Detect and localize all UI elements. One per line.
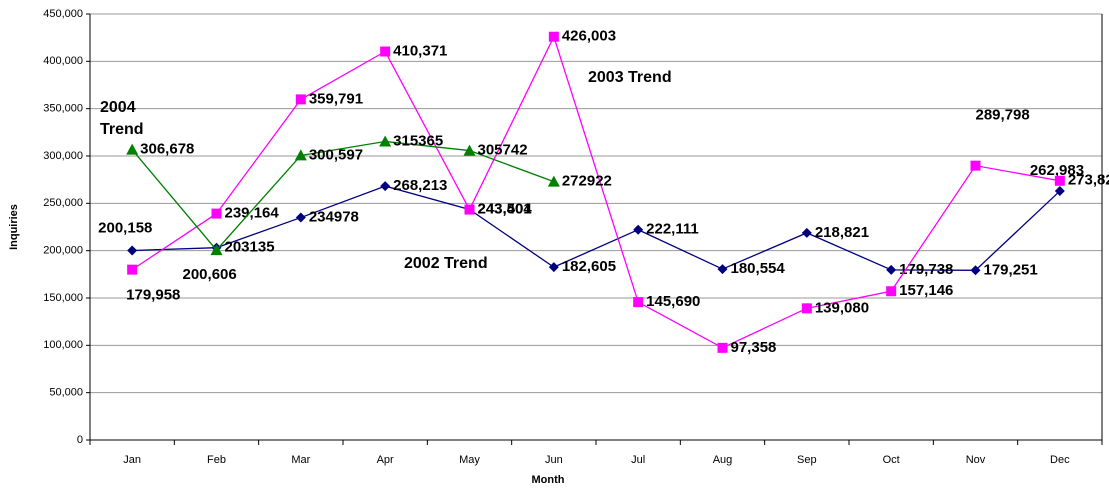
point	[801, 227, 812, 238]
data-label: 239,164	[225, 205, 280, 222]
point	[717, 342, 728, 353]
data-label: 218,821	[815, 224, 869, 241]
data-label: 179,958	[126, 287, 180, 304]
point	[970, 265, 981, 276]
point	[127, 264, 138, 275]
y-tick-label: 50,000	[49, 387, 83, 399]
point	[127, 245, 138, 256]
point	[548, 31, 559, 42]
data-label: 306,678	[140, 141, 194, 158]
data-label: 300,597	[309, 146, 363, 163]
point	[548, 262, 559, 273]
data-label: 410,371	[393, 42, 447, 59]
x-tick-label: Jul	[631, 454, 645, 466]
data-label: 200,606	[183, 266, 237, 283]
x-tick-label: Dec	[1050, 454, 1070, 466]
x-tick-label: Aug	[713, 454, 733, 466]
data-label: 179,251	[984, 261, 1038, 278]
data-label: 243,401	[478, 201, 532, 218]
data-label: 289,798	[976, 107, 1030, 124]
data-label: 203135	[225, 239, 275, 256]
x-tick-label: Sep	[797, 454, 817, 466]
y-axis-title: Inquiries	[8, 204, 20, 250]
data-label: 200,158	[98, 219, 152, 236]
x-tick-label: Oct	[883, 454, 900, 466]
point	[633, 224, 644, 235]
x-axis-title: Month	[532, 474, 565, 486]
y-tick-label: 100,000	[43, 339, 83, 351]
data-label: 182,605	[562, 258, 616, 275]
y-tick-label: 0	[77, 434, 83, 446]
point	[294, 149, 307, 161]
point	[633, 297, 644, 308]
data-label: 359,791	[309, 90, 363, 107]
data-label: 234978	[309, 209, 359, 226]
x-tick-label: Jan	[123, 454, 141, 466]
series-annotation: 2003 Trend	[588, 69, 672, 86]
point	[295, 94, 306, 105]
point	[717, 264, 728, 275]
x-tick-label: Feb	[207, 454, 226, 466]
x-tick-label: Jun	[545, 454, 563, 466]
point	[380, 181, 391, 192]
data-label: 97,358	[731, 339, 777, 356]
point	[379, 135, 392, 147]
data-label: 315365	[393, 132, 443, 149]
series-line	[131, 34, 1060, 349]
data-label: 272922	[562, 173, 612, 190]
data-label: 180,554	[731, 260, 786, 277]
data-label: 273,825	[1068, 172, 1109, 189]
data-label: 268,213	[393, 177, 447, 194]
series-line	[131, 140, 555, 252]
data-label: 222,111	[646, 221, 699, 238]
point	[295, 212, 306, 223]
series-annotation: 2004 Trend	[100, 99, 144, 138]
point	[380, 46, 391, 57]
y-tick-label: 400,000	[43, 55, 83, 67]
point	[886, 264, 897, 275]
point	[1054, 186, 1065, 197]
data-label: 139,080	[815, 299, 869, 316]
point	[126, 143, 139, 155]
series-annotation: 2002 Trend	[404, 255, 488, 272]
y-tick-label: 450,000	[43, 8, 83, 20]
x-tick-label: May	[459, 454, 480, 466]
point	[210, 244, 223, 256]
point	[464, 204, 475, 215]
y-tick-label: 300,000	[43, 150, 83, 162]
data-label: 179,738	[899, 261, 953, 278]
y-tick-label: 350,000	[43, 103, 83, 115]
data-label: 145,690	[646, 293, 700, 310]
point	[1054, 175, 1065, 186]
point	[801, 303, 812, 314]
point	[547, 175, 560, 187]
point	[211, 208, 222, 219]
point	[970, 160, 981, 171]
data-label: 243,504	[478, 200, 533, 217]
y-tick-label: 150,000	[43, 292, 83, 304]
x-tick-label: Apr	[377, 454, 394, 466]
x-tick-label: Mar	[291, 454, 310, 466]
y-tick-label: 250,000	[43, 197, 83, 209]
data-label: 305742	[478, 142, 528, 159]
data-label: 426,003	[562, 28, 616, 45]
point	[463, 144, 476, 156]
data-label: 262,983	[1030, 162, 1084, 179]
x-tick-label: Nov	[966, 454, 986, 466]
data-label: 157,146	[899, 282, 953, 299]
point	[886, 286, 897, 297]
y-tick-label: 200,000	[43, 245, 83, 257]
